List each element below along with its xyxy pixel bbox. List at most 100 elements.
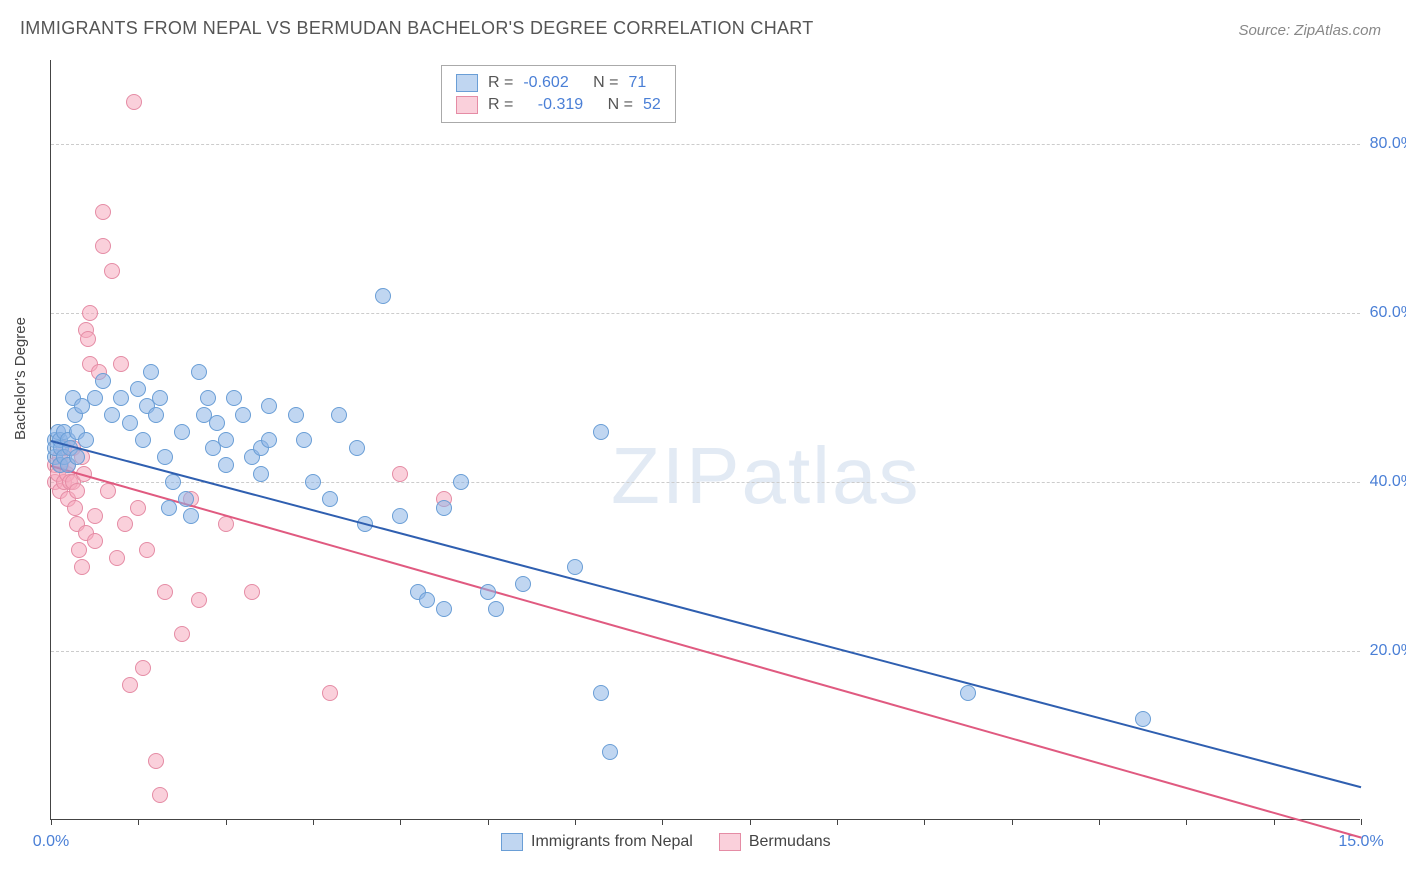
xtick-mark bbox=[226, 819, 227, 825]
scatter-point bbox=[296, 432, 312, 448]
scatter-point bbox=[109, 550, 125, 566]
plot-area: ZIPatlas R = -0.602 N = 71 R = -0.319 N … bbox=[50, 60, 1360, 820]
xtick-mark bbox=[924, 819, 925, 825]
scatter-point bbox=[218, 457, 234, 473]
scatter-point bbox=[104, 263, 120, 279]
scatter-point bbox=[191, 364, 207, 380]
scatter-point bbox=[515, 576, 531, 592]
scatter-point bbox=[218, 432, 234, 448]
scatter-point bbox=[488, 601, 504, 617]
xtick-mark bbox=[1361, 819, 1362, 825]
scatter-point bbox=[152, 390, 168, 406]
scatter-point bbox=[331, 407, 347, 423]
legend-R-value-1: -0.602 bbox=[523, 74, 568, 92]
legend-label-series1: Immigrants from Nepal bbox=[531, 833, 693, 851]
scatter-point bbox=[104, 407, 120, 423]
scatter-point bbox=[71, 542, 87, 558]
legend-series: Immigrants from Nepal Bermudans bbox=[501, 833, 831, 851]
xtick-mark bbox=[750, 819, 751, 825]
legend-swatch-series2-b bbox=[719, 833, 741, 851]
scatter-point bbox=[567, 559, 583, 575]
legend-item-series2: Bermudans bbox=[719, 833, 831, 851]
scatter-point bbox=[209, 415, 225, 431]
scatter-point bbox=[80, 331, 96, 347]
scatter-point bbox=[113, 390, 129, 406]
scatter-point bbox=[143, 364, 159, 380]
scatter-point bbox=[130, 381, 146, 397]
xtick-mark bbox=[51, 819, 52, 825]
xtick-mark bbox=[313, 819, 314, 825]
scatter-point bbox=[226, 390, 242, 406]
legend-label-series2: Bermudans bbox=[749, 833, 831, 851]
chart-title: IMMIGRANTS FROM NEPAL VS BERMUDAN BACHEL… bbox=[20, 18, 814, 39]
legend-swatch-series2 bbox=[456, 96, 478, 114]
legend-N-value-2: 52 bbox=[643, 96, 661, 114]
scatter-point bbox=[152, 787, 168, 803]
legend-R-label: R = bbox=[488, 96, 513, 114]
scatter-point bbox=[960, 685, 976, 701]
legend-N-label: N = bbox=[608, 96, 633, 114]
xtick-mark bbox=[575, 819, 576, 825]
xtick-mark bbox=[138, 819, 139, 825]
xtick-label: 0.0% bbox=[33, 833, 69, 851]
scatter-point bbox=[453, 474, 469, 490]
scatter-point bbox=[122, 677, 138, 693]
scatter-point bbox=[139, 542, 155, 558]
y-axis-label: Bachelor's Degree bbox=[12, 317, 29, 440]
scatter-point bbox=[593, 685, 609, 701]
scatter-point bbox=[288, 407, 304, 423]
scatter-point bbox=[200, 390, 216, 406]
scatter-point bbox=[117, 516, 133, 532]
gridline bbox=[51, 482, 1360, 483]
scatter-point bbox=[148, 407, 164, 423]
scatter-point bbox=[161, 500, 177, 516]
scatter-point bbox=[419, 592, 435, 608]
scatter-point bbox=[78, 432, 94, 448]
scatter-point bbox=[191, 592, 207, 608]
scatter-point bbox=[183, 508, 199, 524]
scatter-point bbox=[135, 432, 151, 448]
legend-item-series1: Immigrants from Nepal bbox=[501, 833, 693, 851]
scatter-point bbox=[436, 500, 452, 516]
scatter-point bbox=[95, 373, 111, 389]
ytick-label: 20.0% bbox=[1370, 642, 1406, 660]
scatter-point bbox=[392, 466, 408, 482]
ytick-label: 60.0% bbox=[1370, 304, 1406, 322]
gridline bbox=[51, 144, 1360, 145]
gridline bbox=[51, 313, 1360, 314]
scatter-point bbox=[87, 390, 103, 406]
xtick-mark bbox=[488, 819, 489, 825]
scatter-point bbox=[322, 491, 338, 507]
scatter-point bbox=[126, 94, 142, 110]
scatter-point bbox=[87, 508, 103, 524]
legend-row-series1: R = -0.602 N = 71 bbox=[456, 72, 661, 94]
chart-container: IMMIGRANTS FROM NEPAL VS BERMUDAN BACHEL… bbox=[0, 0, 1406, 892]
scatter-point bbox=[130, 500, 146, 516]
scatter-point bbox=[305, 474, 321, 490]
legend-R-value-2: -0.319 bbox=[538, 96, 583, 114]
legend-swatch-series1 bbox=[456, 74, 478, 92]
trend-line bbox=[51, 440, 1362, 788]
watermark: ZIPatlas bbox=[611, 430, 920, 522]
xtick-mark bbox=[1274, 819, 1275, 825]
scatter-point bbox=[174, 424, 190, 440]
scatter-point bbox=[375, 288, 391, 304]
scatter-point bbox=[69, 483, 85, 499]
scatter-point bbox=[322, 685, 338, 701]
xtick-mark bbox=[1186, 819, 1187, 825]
scatter-point bbox=[148, 753, 164, 769]
scatter-point bbox=[135, 660, 151, 676]
scatter-point bbox=[593, 424, 609, 440]
legend-row-series2: R = -0.319 N = 52 bbox=[456, 94, 661, 116]
scatter-point bbox=[67, 500, 83, 516]
scatter-point bbox=[436, 601, 452, 617]
legend-R-label: R = bbox=[488, 74, 513, 92]
scatter-point bbox=[87, 533, 103, 549]
xtick-mark bbox=[662, 819, 663, 825]
scatter-point bbox=[244, 584, 260, 600]
xtick-mark bbox=[1012, 819, 1013, 825]
scatter-point bbox=[157, 449, 173, 465]
scatter-point bbox=[602, 744, 618, 760]
xtick-mark bbox=[400, 819, 401, 825]
scatter-point bbox=[95, 204, 111, 220]
